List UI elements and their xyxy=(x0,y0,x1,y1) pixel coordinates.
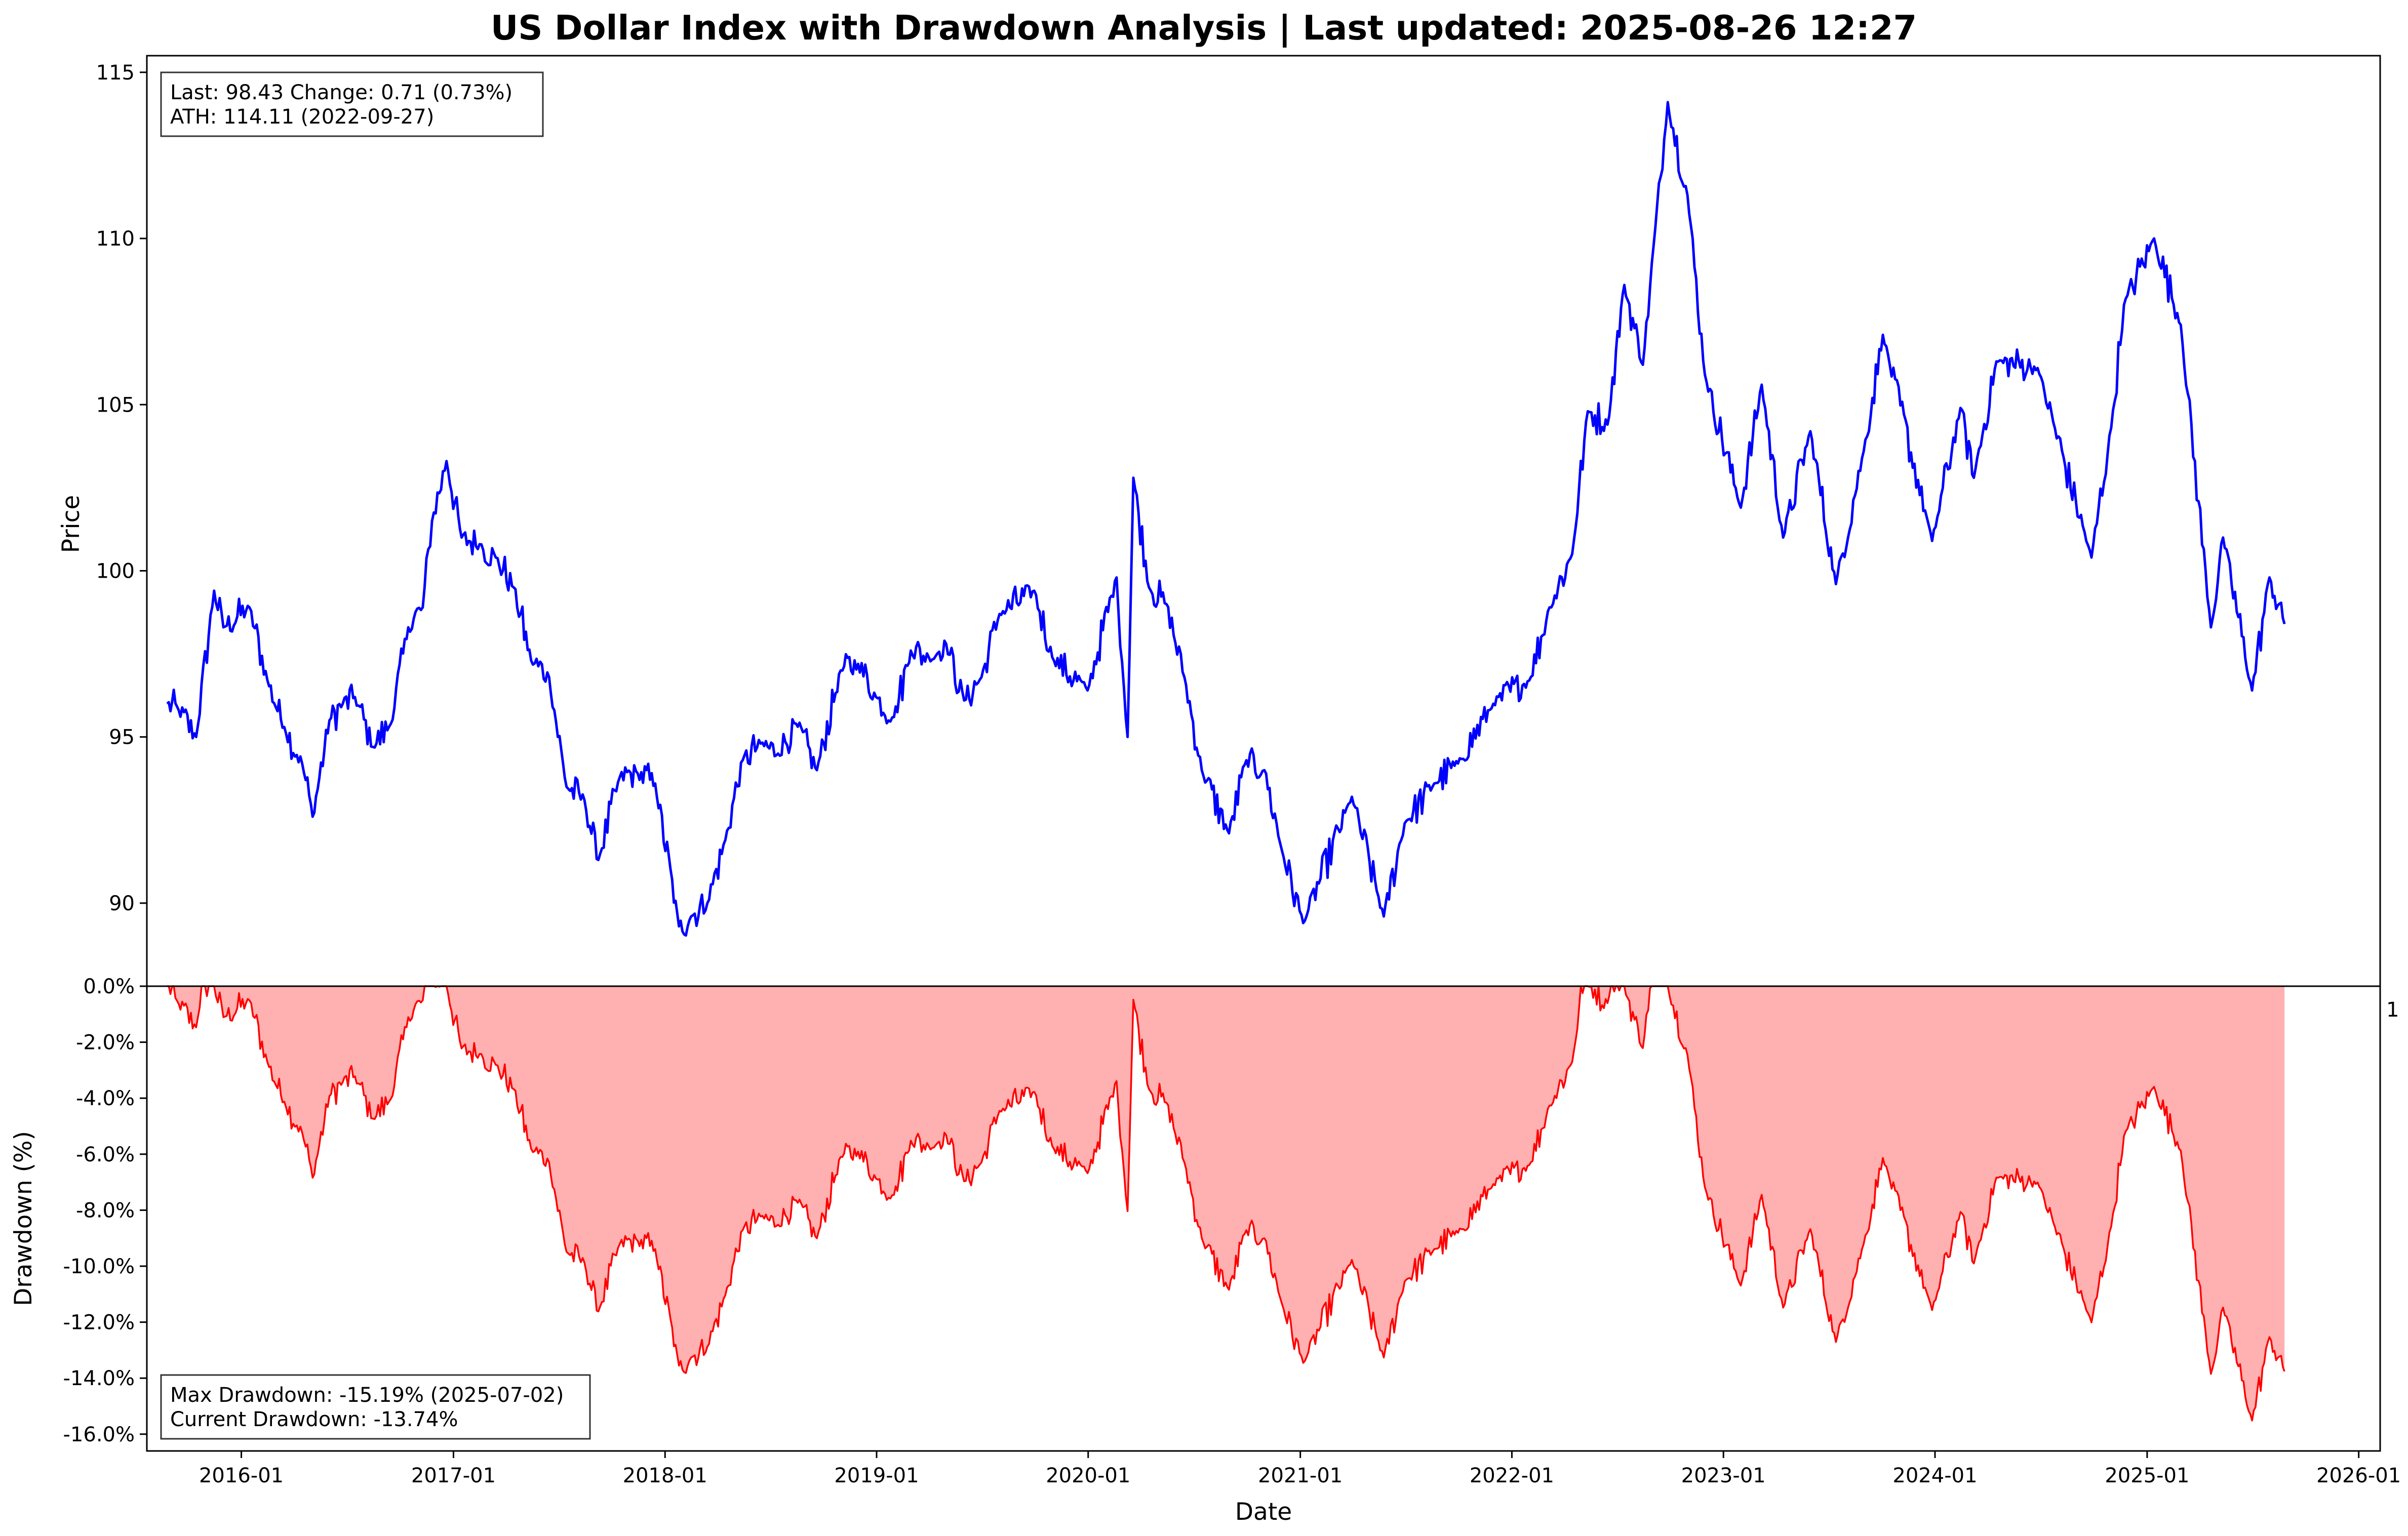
x-tick-label: 2024-01 xyxy=(1892,1464,1977,1487)
price-y-tick-label: 115 xyxy=(96,61,135,85)
price-y-tick-label: 90 xyxy=(109,892,135,915)
drawdown-y-tick-label: -16.0% xyxy=(63,1423,135,1446)
drawdown-y-tick-label: -8.0% xyxy=(76,1199,135,1222)
chart-title: US Dollar Index with Drawdown Analysis |… xyxy=(491,8,1917,48)
drawdown-info-box: Max Drawdown: -15.19% (2025-07-02) Curre… xyxy=(160,1374,591,1440)
x-tick-label: 2020-01 xyxy=(1046,1464,1130,1487)
drawdown-y-tick-label: -4.0% xyxy=(76,1087,135,1110)
price-y-tick-label: 95 xyxy=(109,726,135,749)
price-y-tick-label: 100 xyxy=(96,559,135,583)
price-axis-label: Price xyxy=(57,495,85,553)
drawdown-y-tick-label: -14.0% xyxy=(63,1367,135,1390)
drawdown-y-tick-label: -2.0% xyxy=(76,1031,135,1055)
price-info-last: Last: 98.43 Change: 0.71 (0.73%) xyxy=(170,81,512,104)
stray-label: 1 xyxy=(2386,998,2399,1022)
x-axis-label: Date xyxy=(1235,1498,1292,1526)
drawdown-y-tick-label: 0.0% xyxy=(83,975,135,998)
x-tick-label: 2017-01 xyxy=(411,1464,496,1487)
x-tick-label: 2021-01 xyxy=(1258,1464,1343,1487)
drawdown-y-tick-label: -6.0% xyxy=(76,1143,135,1166)
drawdown-area xyxy=(167,986,2285,1421)
drawdown-info-max: Max Drawdown: -15.19% (2025-07-02) xyxy=(170,1384,564,1407)
x-tick-label: 2025-01 xyxy=(2105,1464,2189,1487)
price-info-box: Last: 98.43 Change: 0.71 (0.73%) ATH: 11… xyxy=(160,71,544,137)
x-tick-label: 2023-01 xyxy=(1681,1464,1766,1487)
price-info-ath: ATH: 114.11 (2022-09-27) xyxy=(170,105,434,129)
x-tick-label: 2022-01 xyxy=(1470,1464,1554,1487)
x-tick-label: 2026-01 xyxy=(2316,1464,2401,1487)
price-y-tick-label: 110 xyxy=(96,227,135,251)
price-y-tick-label: 105 xyxy=(96,393,135,417)
drawdown-info-current: Current Drawdown: -13.74% xyxy=(170,1408,458,1431)
x-tick-label: 2016-01 xyxy=(199,1464,284,1487)
drawdown-axis-label: Drawdown (%) xyxy=(10,1131,37,1306)
x-tick-label: 2018-01 xyxy=(623,1464,707,1487)
drawdown-line xyxy=(167,985,2285,1422)
drawdown-panel: 0.0% -2.0% -4.0% -6.0% -8.0% -10.0% -12.0% -14.… xyxy=(10,975,2399,1452)
x-tick-label: 2019-01 xyxy=(834,1464,919,1487)
price-line xyxy=(166,101,2286,937)
drawdown-y-tick-label: -12.0% xyxy=(63,1311,135,1335)
drawdown-y-tick-label: -10.0% xyxy=(63,1255,135,1278)
